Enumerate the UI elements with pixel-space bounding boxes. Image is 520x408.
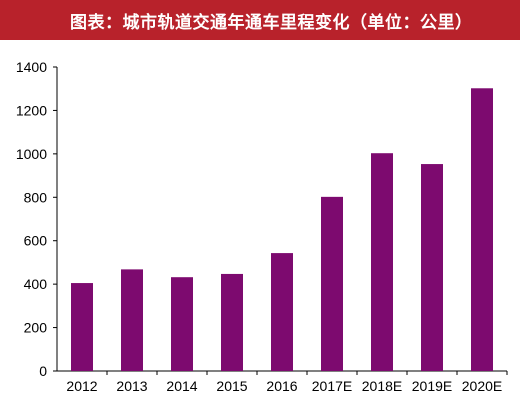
x-axis: 2012 2013 2014 2015 2016 2017E 2018E 2019E 2020E [57, 370, 508, 394]
x-tick-label: 2012 [66, 378, 97, 394]
x-tick-label: 2013 [116, 378, 147, 394]
bar-2014 [171, 277, 193, 371]
y-tick-label: 200 [24, 320, 48, 336]
y-tick-label: 1000 [16, 146, 47, 162]
x-tick-label: 2017E [312, 378, 352, 394]
x-tick-label: 2020E [462, 378, 502, 394]
bar-2013 [121, 269, 143, 371]
y-tick-label: 0 [39, 363, 47, 379]
chart-title: 图表：城市轨道交通年通车里程变化（单位：公里） [70, 12, 473, 33]
chart-area: 0 200 400 600 800 1000 1200 1400 2012 2013 2014 20… [0, 40, 520, 404]
y-tick-label: 400 [24, 276, 48, 292]
x-tick-label: 2019E [412, 378, 452, 394]
bar-2012 [71, 283, 93, 371]
x-tick-label: 2014 [166, 378, 197, 394]
y-axis: 0 200 400 600 800 1000 1200 1400 [16, 59, 58, 379]
chart-title-bar: 图表：城市轨道交通年通车里程变化（单位：公里） [0, 0, 520, 40]
bars [71, 88, 493, 371]
x-tick-label: 2015 [216, 378, 247, 394]
bar-2018E [371, 153, 393, 371]
y-tick-label: 600 [24, 233, 48, 249]
bar-2020E [471, 88, 493, 371]
bar-2016 [271, 253, 293, 371]
y-tick-label: 1200 [16, 102, 47, 118]
bar-2015 [221, 273, 243, 371]
x-tick-label: 2018E [362, 378, 402, 394]
bar-2019E [421, 164, 443, 371]
x-tick-label: 2016 [266, 378, 297, 394]
y-tick-label: 800 [24, 189, 48, 205]
y-tick-label: 1400 [16, 59, 47, 75]
bar-2017E [321, 196, 343, 371]
